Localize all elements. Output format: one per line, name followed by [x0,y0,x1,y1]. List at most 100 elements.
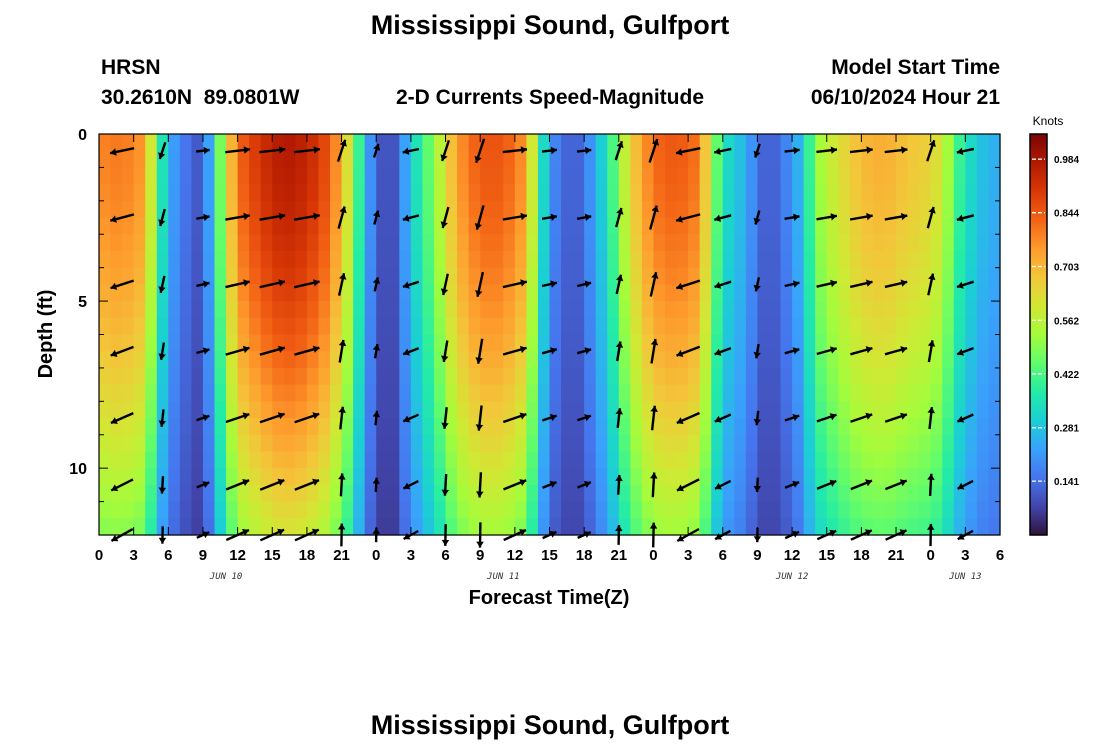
heatmap-cell [745,384,759,402]
heatmap-cell [884,250,897,269]
heatmap-cell [457,351,470,369]
heatmap-cell [260,217,273,235]
heatmap-cell [191,384,204,402]
heatmap-cell [341,217,354,235]
heatmap-cell [607,284,620,302]
heatmap-cell [768,150,782,169]
heatmap-cell [595,317,608,336]
heatmap-cell [468,418,481,436]
heatmap-cell [561,150,574,169]
heatmap-cell [641,234,655,252]
heatmap-cell [110,334,123,352]
heatmap-cell [341,167,354,185]
heatmap-cell [976,418,990,436]
heatmap-cell [133,468,146,486]
heatmap-cell [295,317,308,336]
heatmap-cell [757,401,770,419]
colorbar-tick-label: 0.984 [1054,155,1079,166]
heatmap-cell [745,367,759,386]
heatmap-cell [688,418,701,436]
heatmap-cell [688,284,701,302]
heatmap-cell [849,150,862,169]
heatmap-cell [249,200,262,219]
heatmap-cell [341,284,354,302]
heatmap-cell [341,418,354,436]
heatmap-cell [122,134,135,152]
heatmap-cell [976,367,990,386]
heatmap-cell [942,384,955,402]
heatmap-cell [226,200,239,219]
heatmap-cell [468,451,481,469]
heatmap-cell [780,401,793,419]
heatmap-cell [595,301,608,319]
heatmap-cell [433,418,447,436]
heatmap-cell [387,484,400,503]
heatmap-cell [919,301,932,319]
heatmap-cell [237,384,250,402]
heatmap-cell [572,150,585,169]
heatmap-cell [711,234,724,252]
heatmap-cell [537,200,551,219]
heatmap-cell [618,434,631,453]
heatmap-cell [815,267,828,285]
heatmap-cell [376,351,389,369]
heatmap-cell [214,384,227,402]
heatmap-cell [699,434,712,453]
heatmap-cell [353,284,366,302]
heatmap-cell [572,200,585,219]
heatmap-cell [561,468,574,486]
current-vector-arrow [849,146,873,154]
heatmap-cell [480,418,493,436]
heatmap-cell [815,200,828,219]
heatmap-cell [99,150,112,169]
heatmap-cell [433,351,447,369]
heatmap-cell [283,284,296,302]
current-vector-arrow [259,412,285,424]
heatmap-cell [260,234,273,252]
heatmap-cell [549,501,562,519]
heatmap-cell [699,501,712,519]
heatmap-cell [665,468,678,486]
heatmap-cell [872,167,886,185]
heatmap-cell [896,267,909,285]
heatmap-cell [930,134,943,152]
heatmap-cell [861,217,874,235]
heatmap-cell [549,317,562,336]
heatmap-cell [699,351,712,369]
heatmap-cell [849,284,862,302]
heatmap-cell [815,351,828,369]
heatmap-cell [630,334,643,352]
heatmap-cell [364,518,377,536]
heatmap-cell [653,267,666,285]
heatmap-cell [364,317,377,336]
heatmap-cell [780,167,793,185]
x-tick-label: 6 [996,547,1004,564]
heatmap-cell [491,384,504,402]
heatmap-cell [468,317,481,336]
current-vector-arrow [676,411,700,425]
heatmap-cell [561,184,574,202]
heatmap-cell [896,418,909,436]
heatmap-cell [353,184,366,202]
heatmap-cell [306,384,320,402]
heatmap-cell [526,468,539,486]
heatmap-cell [584,234,597,252]
current-vector-arrow [541,280,558,288]
current-vector-arrow [676,345,701,357]
heatmap-cell [133,234,146,252]
heatmap-cell [249,367,262,386]
heatmap-cell [549,334,562,352]
heatmap-cell [214,301,227,319]
heatmap-cell [283,518,296,536]
heatmap-cell [907,501,920,519]
heatmap-cell [457,468,470,486]
heatmap-cell [861,501,874,519]
heatmap-cell [145,250,158,269]
heatmap-cell [110,434,123,453]
heatmap-cell [226,167,239,185]
heatmap-cell [872,301,886,319]
current-vector-arrow [338,339,347,363]
heatmap-cell [734,167,747,185]
heatmap-cell [849,518,862,536]
heatmap-cell [607,301,620,319]
